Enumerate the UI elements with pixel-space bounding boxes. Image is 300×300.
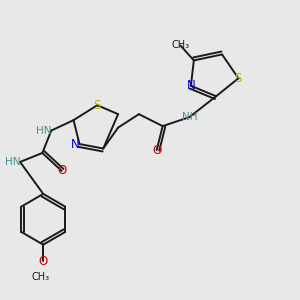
Text: S: S: [235, 72, 242, 85]
Text: O: O: [57, 164, 66, 177]
Text: O: O: [152, 143, 161, 157]
Text: NH: NH: [182, 112, 197, 122]
Text: CH₃: CH₃: [32, 272, 50, 282]
Text: O: O: [39, 255, 48, 268]
Text: S: S: [94, 99, 101, 112]
Text: CH₃: CH₃: [171, 40, 190, 50]
Text: N: N: [187, 79, 195, 92]
Text: HN: HN: [4, 157, 20, 167]
Text: HN: HN: [36, 126, 51, 136]
Text: N: N: [71, 137, 80, 151]
